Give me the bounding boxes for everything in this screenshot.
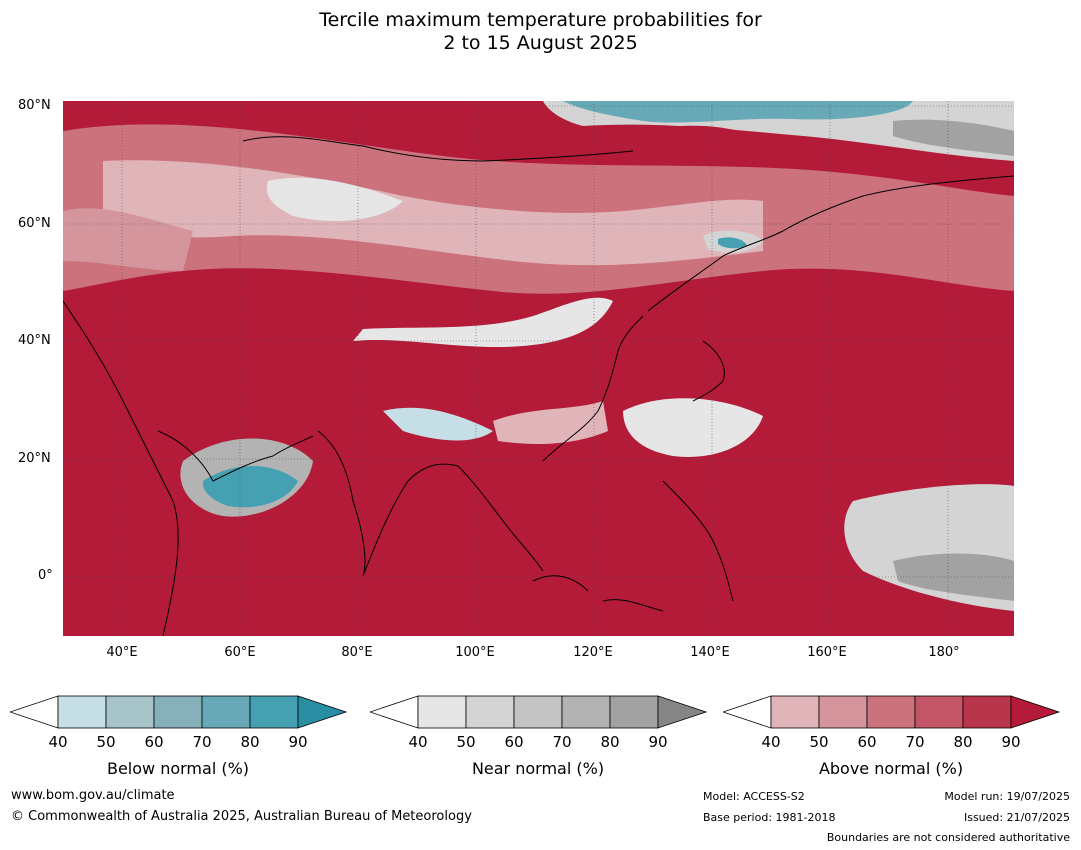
footer-base-period: Base period: 1981-2018 [703,811,836,824]
below-tick-50: 50 [96,733,116,751]
region-near-arctic-east [893,119,1014,156]
near-tick-50: 50 [456,733,476,751]
colorbar-above-label: Above normal (%) [818,759,964,778]
graticule [63,101,1014,636]
lat-tick-0: 0° [38,568,53,583]
lat-tick-40: 40°N [18,333,51,348]
colorbar-near-seg-50 [465,695,515,729]
colorbar-near-seg-80 [609,695,659,729]
colorbar-above-seg-50 [818,695,868,729]
coastlines [63,136,1014,636]
above-tick-80: 80 [953,733,973,751]
above-tick-50: 50 [809,733,829,751]
colorbar-near-seg-70 [561,695,611,729]
colorbar-above-seg-90 [1010,695,1061,729]
lon-tick-80: 80°E [341,645,373,660]
region-above-china [493,401,608,444]
near-tick-80: 80 [600,733,620,751]
footer-model-run: Model run: 19/07/2025 [944,790,1070,803]
above-tick-60: 60 [857,733,877,751]
below-tick-80: 80 [240,733,260,751]
probability-map[interactable] [63,101,1014,636]
region-below-tibet [383,407,493,441]
near-tick-70: 70 [552,733,572,751]
colorbar-near-extend-low [370,695,419,729]
map-canvas [63,101,1014,636]
colorbar-near-seg-40 [417,695,467,729]
colorbar-below-seg-60 [153,695,203,729]
region-near-se-pacific-high [893,553,1014,601]
colorbar-below-seg-70 [201,695,251,729]
colorbar-above-seg-70 [914,695,964,729]
footer-model: Model: ACCESS-S2 [703,790,805,803]
lon-tick-120: 120°E [573,645,613,660]
lon-tick-180: 180° [928,645,960,660]
footer-disclaimer: Boundaries are not considered authoritat… [826,831,1070,844]
lon-tick-60: 60°E [224,645,256,660]
above-tick-90: 90 [1001,733,1021,751]
below-tick-40: 40 [48,733,68,751]
lon-tick-40: 40°E [106,645,138,660]
colorbar-below [10,695,348,729]
lon-tick-140: 140°E [690,645,730,660]
colorbar-above-extend-low [723,695,772,729]
near-tick-40: 40 [408,733,428,751]
region-near-west-pacific [623,398,763,457]
above-tick-40: 40 [761,733,781,751]
near-tick-60: 60 [504,733,524,751]
colorbar-above-seg-60 [866,695,916,729]
footer-copyright: © Commonwealth of Australia 2025, Austra… [11,809,472,824]
colorbar-below-seg-80 [249,695,299,729]
footer-website[interactable]: www.bom.gov.au/climate [11,788,175,803]
region-near-siberia [266,177,403,221]
lon-tick-100: 100°E [455,645,495,660]
colorbar-near-seg-90 [657,695,708,729]
lat-tick-60: 60°N [18,216,51,231]
colorbar-below-extend-low [10,695,59,729]
region-below-okhotsk [718,237,747,249]
colorbar-near-seg-60 [513,695,563,729]
below-tick-90: 90 [288,733,308,751]
region-below-arctic [563,101,913,123]
above-tick-70: 70 [905,733,925,751]
colorbar-above-seg-40 [770,695,820,729]
near-tick-90: 90 [648,733,668,751]
region-above-50-west [63,208,193,271]
colorbar-above-seg-80 [962,695,1012,729]
title-line-2: 2 to 15 August 2025 [443,32,638,54]
colorbar-below-seg-50 [105,695,155,729]
map-title: Tercile maximum temperature probabilitie… [0,9,1081,55]
colorbar-below-seg-90 [297,695,348,729]
colorbar-below-label: Below normal (%) [106,759,250,778]
colorbar-near-label: Near normal (%) [471,759,605,778]
title-line-1: Tercile maximum temperature probabilitie… [319,9,762,31]
lat-tick-80: 80°N [18,98,51,113]
below-tick-70: 70 [192,733,212,751]
region-near-central-asia [353,297,613,348]
below-tick-60: 60 [144,733,164,751]
footer-issued: Issued: 21/07/2025 [963,811,1070,824]
region-above-arctic-patch [653,125,763,154]
colorbar-near [370,695,708,729]
lat-tick-20: 20°N [18,451,51,466]
region-below-arabian-sea [202,466,298,508]
region-above-70 [63,124,1014,294]
lon-tick-160: 160°E [807,645,847,660]
colorbar-below-seg-40 [57,695,107,729]
colorbar-above [723,695,1061,729]
